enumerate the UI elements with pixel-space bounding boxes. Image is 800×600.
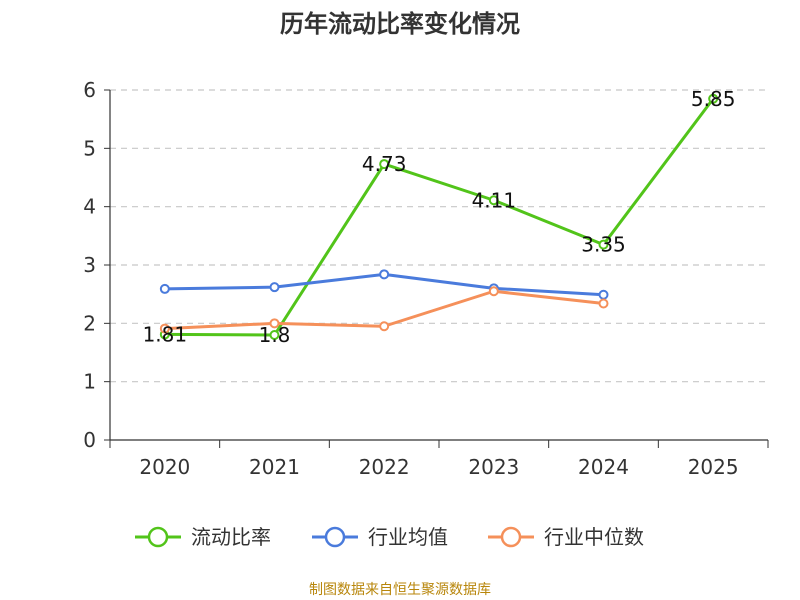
x-tick-label: 2025 — [688, 455, 739, 479]
y-tick-label: 3 — [83, 253, 96, 277]
data-point — [488, 286, 499, 297]
data-point — [598, 298, 609, 309]
data-point — [379, 321, 390, 332]
legend-label: 流动比率 — [191, 525, 271, 549]
axes: 0 1 2 3 4 5 6 2020 2021 2022 2023 2024 2025 — [83, 78, 769, 479]
series-group — [159, 93, 719, 340]
data-label: 5.85 — [691, 87, 736, 111]
x-tick-label: 2021 — [249, 455, 300, 479]
legend-marker — [324, 526, 346, 548]
grid — [110, 89, 768, 383]
legend-marker — [147, 526, 169, 548]
source-note: 制图数据来自恒生聚源数据库 — [309, 582, 491, 598]
data-label: 1.81 — [143, 322, 188, 346]
data-point — [269, 330, 280, 340]
data-point — [488, 195, 499, 206]
data-point — [269, 318, 280, 329]
data-point — [708, 93, 719, 104]
y-tick-label: 0 — [83, 428, 96, 452]
legend-marker — [500, 526, 522, 548]
data-point — [598, 289, 609, 300]
x-tick-label: 2023 — [468, 455, 519, 479]
y-tick-label: 1 — [83, 370, 96, 394]
data-point — [159, 283, 170, 294]
legend-item-1[interactable]: 行业均值 — [312, 525, 448, 549]
legend-label: 行业中位数 — [544, 525, 644, 549]
series-line-0 — [164, 97, 715, 337]
x-tick-label: 2020 — [139, 455, 190, 479]
data-point — [269, 282, 280, 293]
y-tick-label: 6 — [83, 78, 96, 102]
y-tick-label: 4 — [83, 195, 96, 219]
data-point — [379, 269, 390, 280]
y-tick-label: 2 — [83, 311, 96, 335]
data-point — [159, 323, 170, 334]
data-label: 4.73 — [362, 152, 407, 176]
data-label: 1.8 — [259, 323, 291, 347]
data-point — [598, 239, 609, 250]
legend[interactable]: 流动比率 行业均值 行业中位数 — [135, 525, 644, 549]
chart-title: 历年流动比率变化情况 — [280, 10, 520, 38]
x-tick-label: 2024 — [578, 455, 629, 479]
data-label: 4.11 — [472, 188, 517, 212]
x-tick-label: 2022 — [359, 455, 410, 479]
data-labels: 1.81 1.8 4.73 4.11 3.35 5.85 — [143, 87, 736, 347]
legend-item-2[interactable]: 行业中位数 — [488, 525, 644, 549]
data-label: 3.35 — [581, 233, 626, 257]
legend-item-0[interactable]: 流动比率 — [135, 525, 271, 549]
legend-label: 行业均值 — [368, 525, 448, 549]
data-point — [379, 159, 390, 170]
y-tick-label: 5 — [83, 136, 96, 160]
